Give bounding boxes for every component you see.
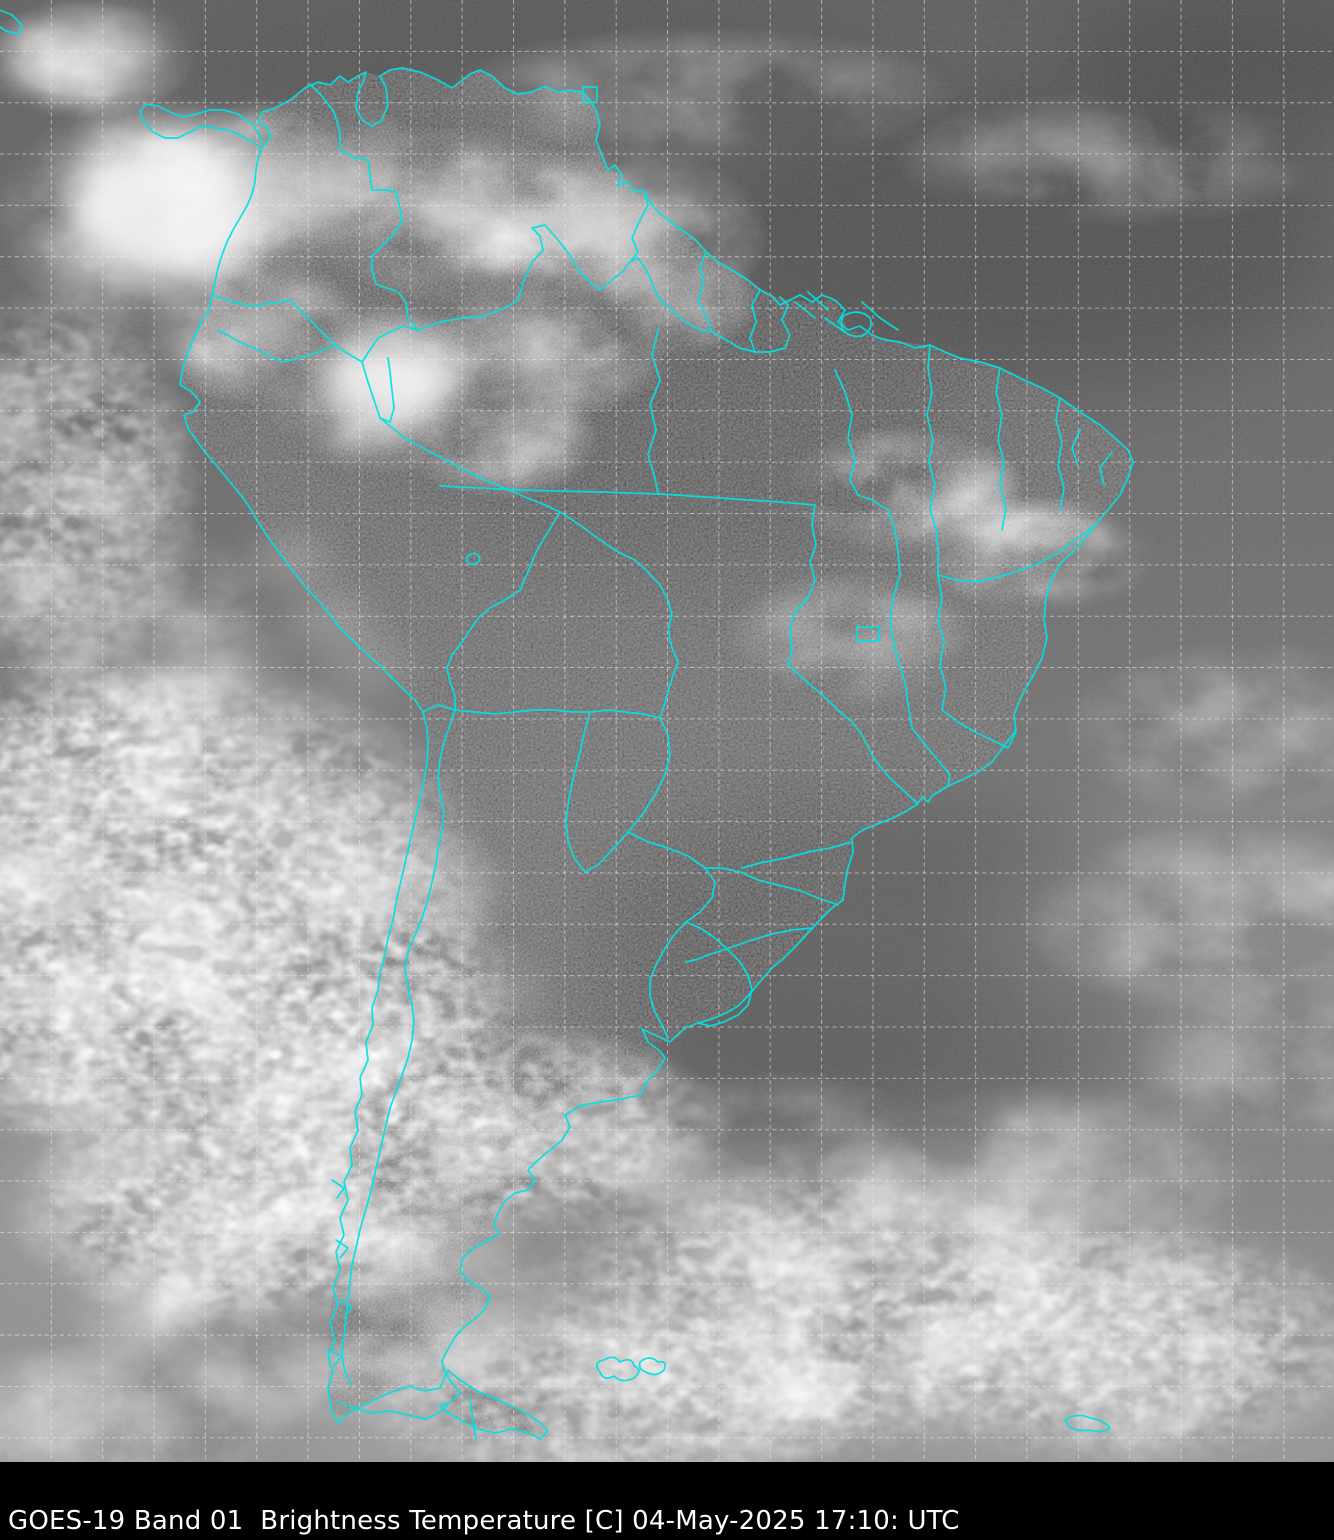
- costa-rica-corner-path: [0, 9, 23, 35]
- fjord-detail: [327, 1179, 353, 1367]
- country-borders: [211, 83, 791, 1441]
- satellite-image: [0, 0, 1334, 1462]
- coastline-path: [179, 67, 1134, 1440]
- caption-text: GOES-19 Band 01 Brightness Temperature […: [8, 1506, 960, 1536]
- trinidad-outline: [582, 86, 598, 103]
- amazon-delta-detail: [794, 291, 899, 338]
- map-borders-overlay: [0, 9, 1134, 1441]
- falkland-islands-outline: [595, 1356, 640, 1382]
- brazil-state-borders: [439, 329, 1113, 963]
- southern-islands: [327, 1179, 1111, 1433]
- panama-isthmus-path: [139, 103, 263, 149]
- graticule-grid-overlay: [0, 0, 1334, 1462]
- satellite-canvas: [0, 0, 1334, 1462]
- caption-bar: GOES-19 Band 01 Brightness Temperature […: [0, 1462, 1334, 1540]
- south-georgia-outline: [1064, 1414, 1111, 1433]
- falkland-islands-east-outline: [638, 1357, 666, 1376]
